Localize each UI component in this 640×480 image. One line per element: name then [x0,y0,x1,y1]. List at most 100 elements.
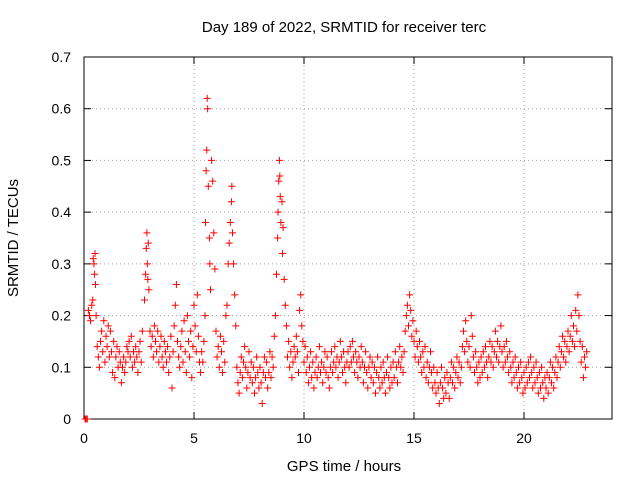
data-point [131,358,139,366]
data-point [544,389,552,397]
data-point [278,250,286,258]
data-point [519,389,527,397]
data-point [128,363,136,371]
data-point [561,337,569,345]
data-point [552,353,560,361]
data-point [220,337,228,345]
data-point [87,317,95,325]
data-point [464,358,472,366]
data-point [372,389,379,397]
data-point [168,384,176,392]
data-point [160,337,168,345]
data-point [106,327,114,335]
data-point [522,363,530,371]
data-point [214,343,222,351]
data-point [562,358,570,366]
data-point [320,363,328,371]
data-point [278,198,286,206]
x-tick-label: 0 [80,430,88,446]
data-point [563,343,571,351]
data-point [531,379,539,387]
data-point [265,368,273,376]
data-point [342,379,350,387]
data-point [468,332,476,340]
data-point [144,275,152,283]
data-point [93,343,101,351]
data-point [486,337,494,345]
data-point [198,348,206,356]
data-point [554,358,562,366]
data-point [288,374,296,382]
data-point [127,332,135,340]
data-point [432,389,440,397]
data-point [473,363,481,371]
data-point [337,353,345,361]
data-point [524,358,532,366]
chart-title: Day 189 of 2022, SRMTID for receiver ter… [202,19,487,36]
data-point [424,379,432,387]
data-point [367,374,375,382]
data-point [446,374,454,382]
data-point [289,358,297,366]
data-point [517,358,525,366]
data-point [101,358,109,366]
data-point [275,156,283,164]
data-point [182,368,190,376]
data-point [322,368,330,376]
data-point [155,358,163,366]
data-point [143,229,151,237]
data-point [281,301,289,309]
data-point [122,358,130,366]
grid [84,57,612,419]
x-tick-label: 10 [296,430,312,446]
data-point [280,275,288,283]
data-point [500,343,508,351]
data-point [550,384,558,392]
data-point [286,363,294,371]
data-point [299,337,307,345]
data-point [104,322,112,330]
data-point [435,399,443,407]
data-point [125,337,133,345]
data-point [309,358,317,366]
data-point [282,322,290,330]
data-point [568,337,576,345]
data-point [102,332,110,340]
data-point [402,312,410,320]
data-point [559,332,566,340]
data-point [92,312,100,320]
data-point [501,358,509,366]
data-point [406,291,414,299]
data-point [518,374,526,382]
data-point [315,343,323,351]
data-point [163,358,170,366]
data-point [201,218,209,226]
data-point [307,348,315,356]
plot-frame [83,56,613,420]
data-point [251,389,258,397]
data-point [376,384,384,392]
data-point [298,322,306,330]
data-point [362,348,370,356]
data-point [89,296,97,304]
data-point [241,343,249,351]
data-point [509,358,517,366]
data-point [401,327,409,335]
data-point [575,312,583,320]
data-point [306,363,313,371]
data-point [232,322,240,330]
data-point [505,368,513,376]
data-point [148,332,156,340]
data-point [453,353,461,361]
data-point [142,244,150,252]
data-point [472,348,480,356]
data-point [532,358,540,366]
data-point [513,384,521,392]
data-point [210,229,218,237]
data-point [177,343,185,351]
data-point [180,317,188,325]
data-point [394,379,401,387]
data-point [216,332,224,340]
data-point [574,291,582,299]
data-point [290,343,298,351]
